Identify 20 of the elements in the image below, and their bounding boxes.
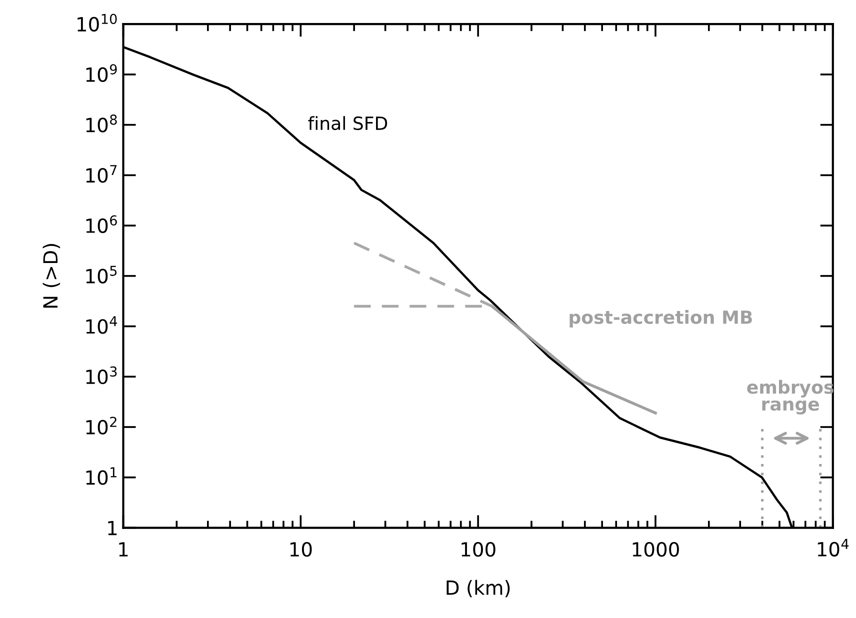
y-tick-label: 10$^{5}$: [86, 266, 117, 284]
y-tick-label: 10$^{6}$: [86, 215, 117, 234]
y-tick-label: 10$^{10}$: [78, 14, 117, 32]
y-tick-label: 10$^{1}$: [86, 467, 117, 485]
y-tick-label: 10$^{2}$: [86, 416, 116, 435]
y-tick-label: 10$^{3}$: [86, 366, 117, 384]
x-tick-label: 1: [119, 542, 128, 556]
series-label: post-accretion MB: [570, 310, 752, 328]
x-tick-label: 1000: [632, 542, 679, 557]
series-label: final SFD: [308, 116, 388, 130]
x-tick-label: 10$^{4}$: [818, 538, 849, 557]
x-axis-title: D (km): [446, 580, 510, 598]
x-tick-label: 10: [290, 542, 312, 557]
y-axis-title: N (>D): [42, 244, 60, 308]
y-tick-label: 10$^{7}$: [86, 165, 117, 183]
y-tick-label: 10$^{9}$: [86, 64, 117, 82]
y-tick-label: 10$^{8}$: [86, 114, 117, 132]
y-tick-label: 1: [108, 520, 117, 536]
x-tick-label: 100: [462, 542, 496, 557]
y-tick-label: 10$^{4}$: [86, 316, 118, 334]
